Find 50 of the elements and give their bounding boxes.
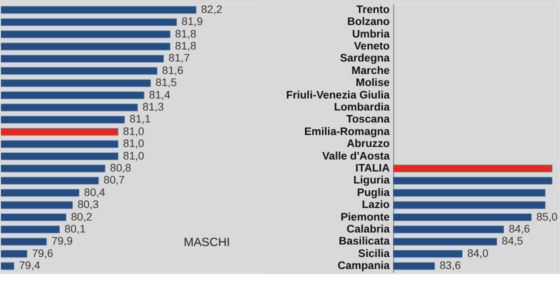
- y-tick-label: Umbria: [352, 28, 391, 40]
- y-tick-label: Puglia: [356, 186, 391, 199]
- y-tick-label: Marche: [352, 64, 390, 77]
- y-tick-label: Piemonte: [340, 211, 390, 224]
- data-label: 81,3: [142, 101, 164, 114]
- data-label: 83,6: [440, 260, 461, 272]
- y-tick-label: Basilicata: [338, 236, 391, 248]
- y-tick-label: Bolzano: [347, 16, 390, 28]
- y-tick-label: Friuli-Venezia Giulia: [286, 89, 391, 102]
- data-label: 81,1: [130, 114, 151, 126]
- data-label: 81,4: [149, 89, 170, 102]
- y-tick-label: Veneto: [354, 40, 390, 52]
- y-tick-label: Campania: [338, 260, 391, 272]
- y-tick-label: Valle d'Aosta: [322, 150, 391, 162]
- data-label: 81,6: [162, 64, 184, 77]
- data-label: 81,7: [168, 52, 190, 65]
- y-tick-label: Toscana: [346, 114, 391, 126]
- data-label: 84,5: [502, 236, 524, 248]
- data-label: 80,3: [77, 199, 99, 212]
- data-label: 80,7: [104, 174, 125, 187]
- data-label: 85,0: [536, 211, 558, 224]
- y-tick-label: Liguria: [353, 174, 391, 187]
- y-tick-label: Trento: [356, 4, 390, 16]
- y-tick-label: Molise: [356, 77, 390, 90]
- data-label: 81,9: [182, 16, 203, 28]
- data-label: 81,5: [156, 77, 177, 90]
- y-tick-label: Lombardia: [334, 101, 391, 114]
- text: MASCHI: [184, 235, 230, 250]
- y-tick-label: Emilia-Romagna: [304, 126, 391, 138]
- y-tick-label: Calabria: [346, 223, 391, 236]
- data-label: 82,2: [201, 4, 222, 16]
- data-label: 80,8: [110, 162, 132, 174]
- y-tick-label: ITALIA: [355, 162, 390, 174]
- data-label: 79,9: [51, 236, 73, 248]
- data-label: 80,2: [70, 211, 92, 224]
- data-label: 80,1: [64, 223, 86, 236]
- y-tick-label: Lazio: [362, 199, 390, 212]
- data-label: 80,4: [84, 186, 106, 199]
- data-label: 79,4: [18, 260, 40, 272]
- data-label: 81,0: [123, 138, 144, 150]
- data-label: 81,0: [123, 150, 144, 162]
- data-label: 81,0: [123, 126, 144, 138]
- y-tick-label: Sardegna: [340, 52, 391, 65]
- data-label: 79,6: [32, 248, 54, 260]
- y-tick-label: Abruzzo: [346, 138, 390, 150]
- data-label: 81,8: [175, 28, 196, 40]
- data-label: 81,8: [175, 40, 196, 52]
- data-label: 84,0: [467, 248, 488, 260]
- data-label: 84,6: [508, 223, 530, 236]
- y-tick-label: Sicilia: [358, 248, 391, 260]
